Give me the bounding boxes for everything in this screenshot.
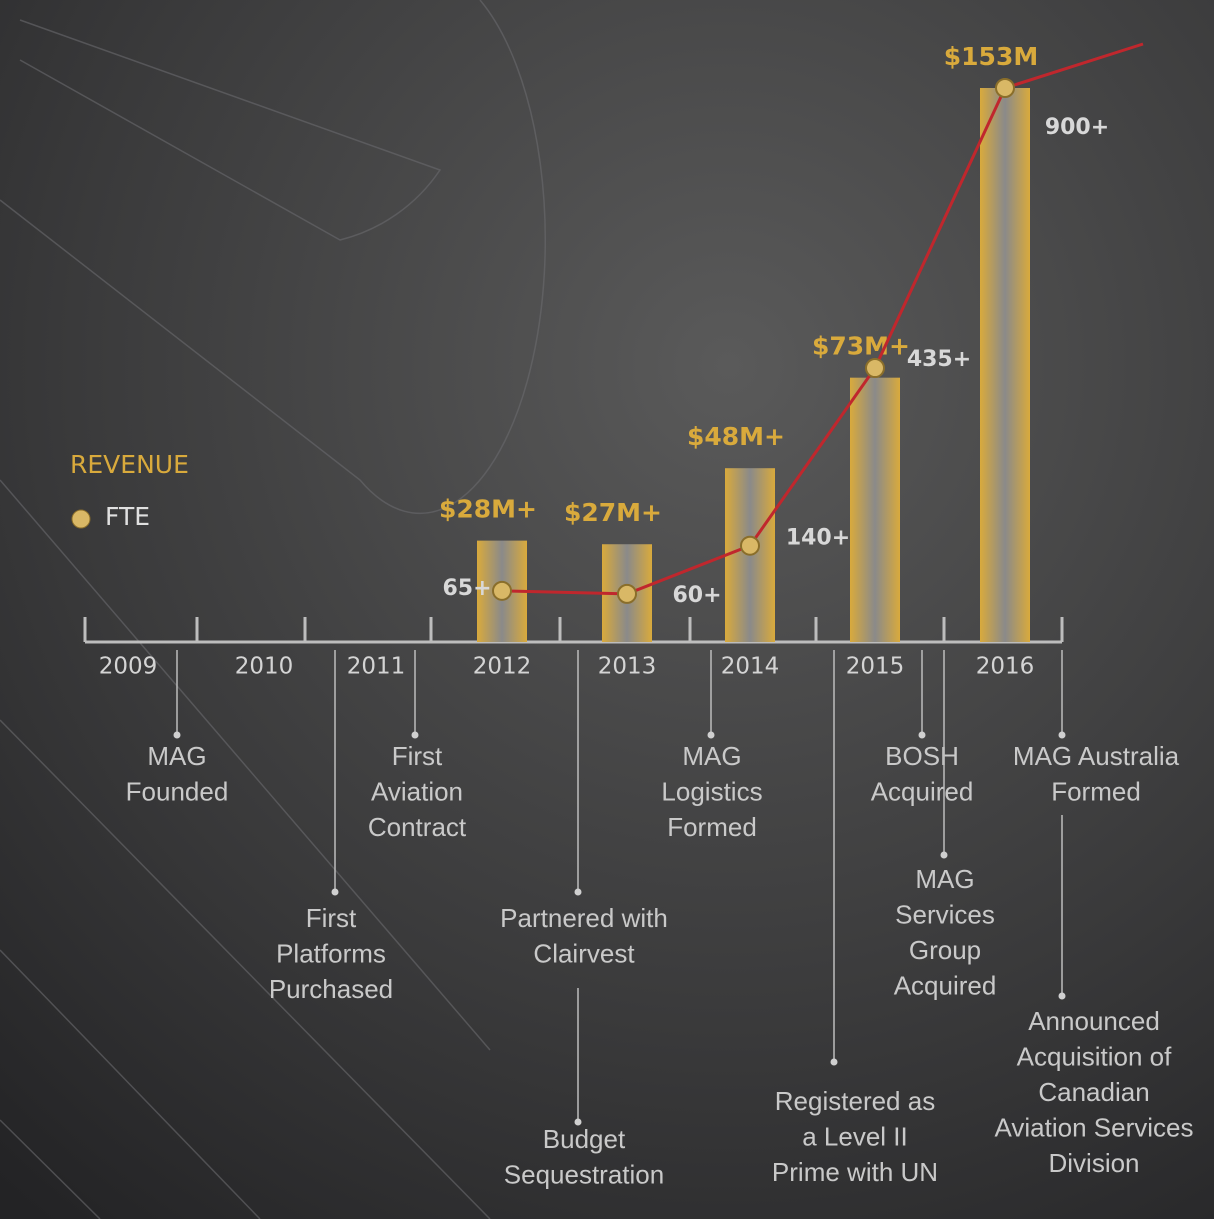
event-text: Group bbox=[909, 935, 981, 965]
event-text: Clairvest bbox=[533, 938, 635, 968]
fte-point bbox=[740, 535, 760, 556]
fte-point bbox=[617, 583, 637, 604]
event-dot bbox=[707, 731, 715, 739]
event-text: Prime with UN bbox=[772, 1157, 938, 1187]
fte-point bbox=[492, 580, 512, 601]
event-text: Sequestration bbox=[504, 1159, 664, 1189]
event-text: Budget bbox=[543, 1124, 626, 1154]
event-text: Formed bbox=[667, 812, 757, 842]
event-text: Logistics bbox=[661, 776, 762, 806]
event-text: Acquired bbox=[894, 970, 997, 1000]
year-label: 2012 bbox=[473, 654, 532, 680]
event-text: First bbox=[392, 741, 443, 771]
year-label: 2016 bbox=[976, 654, 1035, 680]
revenue-bar bbox=[980, 88, 1030, 642]
event-text: Founded bbox=[126, 776, 229, 806]
revenue-label: $27M+ bbox=[564, 498, 662, 527]
legend-marker bbox=[71, 509, 91, 529]
revenue-label: $73M+ bbox=[812, 332, 910, 361]
revenue-label: $48M+ bbox=[687, 422, 785, 451]
legend-entry: FTE bbox=[105, 502, 150, 531]
fte-label: 60+ bbox=[672, 583, 721, 608]
event-dot bbox=[1058, 731, 1066, 739]
event-text: Platforms bbox=[276, 938, 386, 968]
event-text: MAG bbox=[147, 741, 206, 771]
event-text: Division bbox=[1048, 1148, 1139, 1178]
event-text: MAG bbox=[915, 864, 974, 894]
year-label: 2009 bbox=[99, 654, 158, 680]
year-label: 2015 bbox=[846, 654, 905, 680]
event-text: a Level II bbox=[802, 1121, 908, 1151]
revenue-label: $153M bbox=[944, 42, 1038, 71]
fte-trend bbox=[1004, 42, 1144, 90]
fte-label: 140+ bbox=[786, 526, 850, 551]
event-text: Services bbox=[895, 899, 995, 929]
revenue-bar bbox=[850, 377, 900, 642]
year-label: 2014 bbox=[721, 654, 780, 680]
fte-point bbox=[995, 78, 1015, 98]
event-text: Aviation Services bbox=[995, 1112, 1194, 1142]
event-dot bbox=[574, 1118, 582, 1126]
event-dot bbox=[173, 731, 181, 739]
event-text: MAG bbox=[682, 741, 741, 771]
event-text: Registered as bbox=[775, 1086, 935, 1116]
event-dot bbox=[940, 851, 948, 859]
event-dot bbox=[830, 1058, 838, 1066]
year-label: 2013 bbox=[598, 654, 657, 680]
event-text: MAG Australia bbox=[1013, 741, 1180, 771]
year-label: 2010 bbox=[235, 654, 294, 680]
event-text: Acquired bbox=[871, 776, 974, 806]
fte-label: 65+ bbox=[442, 576, 491, 601]
event-text: BOSH bbox=[885, 741, 959, 771]
event-text: Acquisition of bbox=[1017, 1041, 1172, 1071]
event-text: Canadian bbox=[1038, 1077, 1149, 1107]
decoration bbox=[0, 0, 547, 1219]
event-dot bbox=[1058, 992, 1066, 1000]
fte-point bbox=[865, 358, 885, 379]
event-text: Purchased bbox=[269, 974, 393, 1004]
event-dot bbox=[574, 888, 582, 896]
year-label: 2011 bbox=[347, 654, 406, 680]
event-text: Aviation bbox=[371, 776, 463, 806]
legend-title: REVENUE bbox=[70, 450, 189, 479]
event-dot bbox=[331, 888, 339, 896]
fte-label: 900+ bbox=[1045, 115, 1109, 140]
event-text: Partnered with bbox=[500, 903, 668, 933]
event-dot bbox=[918, 731, 926, 739]
event-text: Announced bbox=[1028, 1006, 1160, 1036]
revenue-label: $28M+ bbox=[439, 495, 537, 524]
event-text: Formed bbox=[1051, 776, 1141, 806]
fte-label: 435+ bbox=[907, 347, 971, 372]
event-text: Contract bbox=[368, 812, 467, 842]
event-dot bbox=[411, 731, 419, 739]
event-text: First bbox=[306, 903, 357, 933]
